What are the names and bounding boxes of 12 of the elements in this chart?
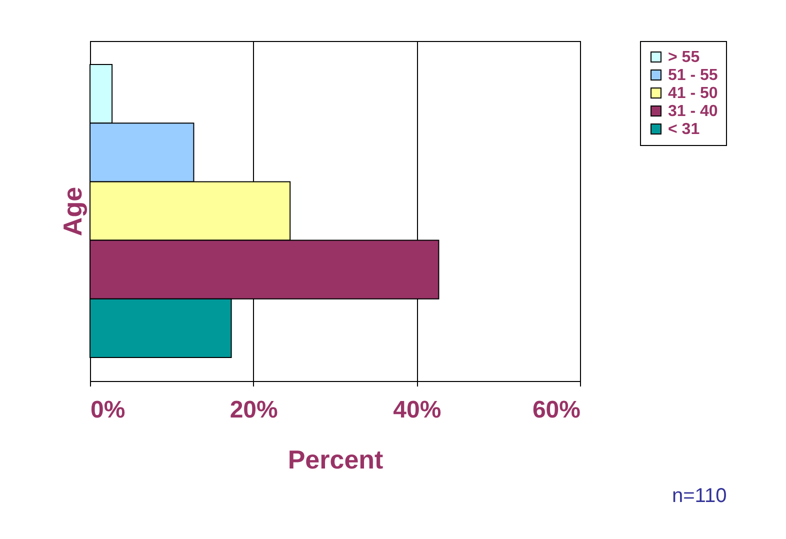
text: n=110 bbox=[672, 485, 727, 508]
legend-label: 41 - 50 bbox=[668, 85, 718, 102]
x-tick-label: 20% bbox=[230, 396, 278, 424]
legend-label: 51 - 55 bbox=[668, 67, 718, 84]
legend-label: < 31 bbox=[668, 121, 700, 138]
x-tick-label: 60% bbox=[532, 396, 580, 424]
x-tick-label: 0% bbox=[90, 396, 126, 424]
legend-label: 31 - 40 bbox=[668, 103, 718, 120]
x-tick-label: 40% bbox=[393, 396, 442, 424]
x-axis-title: Percent bbox=[288, 444, 384, 474]
legend-label: > 55 bbox=[668, 49, 700, 66]
y-axis-title: Age bbox=[58, 186, 88, 236]
